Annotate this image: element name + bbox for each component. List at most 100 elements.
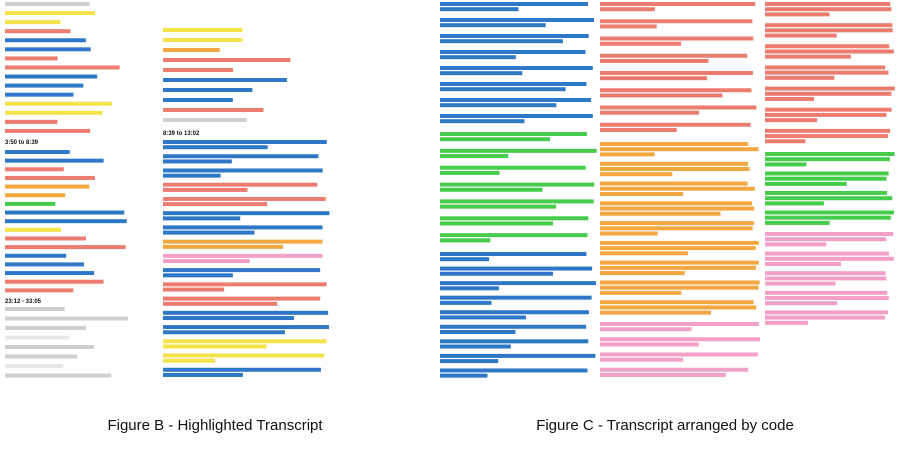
text-line <box>765 171 889 176</box>
text-line <box>600 166 750 171</box>
text-line <box>765 33 837 38</box>
text-line <box>765 49 894 54</box>
text-line <box>600 161 749 166</box>
text-line <box>163 140 327 144</box>
text-line <box>163 339 327 344</box>
timestamp: 23:12 - 33:05 <box>5 299 42 305</box>
text-line <box>765 315 885 320</box>
text-line <box>765 215 891 220</box>
text-line <box>5 193 66 198</box>
text-line <box>5 345 94 349</box>
text-line <box>440 310 589 315</box>
text-line <box>163 168 323 173</box>
transcript-lines <box>5 2 895 378</box>
text-line <box>600 105 757 110</box>
text-line <box>440 295 592 300</box>
text-line <box>5 175 95 180</box>
text-line <box>5 210 125 215</box>
text-line <box>765 70 889 75</box>
text-line <box>5 128 91 133</box>
text-line <box>5 253 67 258</box>
text-line <box>163 296 321 301</box>
text-line <box>600 357 684 362</box>
text-line <box>765 210 895 215</box>
text-line <box>600 271 685 276</box>
text-line <box>440 2 589 6</box>
text-line <box>440 23 546 28</box>
text-line <box>440 359 499 364</box>
text-line <box>600 342 699 347</box>
text-line <box>163 58 291 62</box>
text-line <box>440 50 586 54</box>
text-line <box>5 56 58 61</box>
text-line <box>440 315 526 320</box>
text-line <box>163 211 330 216</box>
text-line <box>440 182 595 187</box>
text-line <box>163 287 225 292</box>
text-line <box>440 324 587 329</box>
text-line <box>440 34 589 38</box>
text-line <box>765 237 887 242</box>
text-line <box>765 157 890 162</box>
text-line <box>600 231 658 236</box>
text-line <box>163 154 319 159</box>
text-line <box>600 240 759 245</box>
text-line <box>765 139 806 144</box>
timestamp: 3:50 to 8:39 <box>5 140 39 146</box>
text-line <box>163 202 268 207</box>
text-line <box>163 225 323 230</box>
text-line <box>163 78 287 82</box>
text-line <box>440 300 492 305</box>
text-line <box>163 259 250 264</box>
text-line <box>765 181 847 186</box>
text-line <box>765 220 830 225</box>
text-line <box>163 196 326 201</box>
text-line <box>163 239 323 244</box>
text-line <box>5 83 84 88</box>
text-line <box>600 76 708 81</box>
text-line <box>440 204 557 209</box>
text-line <box>765 152 895 156</box>
text-line <box>163 98 233 102</box>
caption: Figure C - Transcript arranged by code <box>536 417 794 434</box>
text-line <box>163 28 243 32</box>
text-line <box>5 158 104 163</box>
text-line <box>163 301 278 306</box>
text-line <box>600 53 748 58</box>
text-line <box>765 201 824 206</box>
text-line <box>600 2 756 6</box>
text-line <box>440 82 587 86</box>
text-line <box>765 44 890 49</box>
text-line <box>440 87 566 92</box>
text-line <box>5 119 58 124</box>
text-line <box>765 7 892 12</box>
text-line <box>440 148 597 153</box>
text-line <box>163 38 243 42</box>
text-line <box>5 354 78 359</box>
text-line <box>440 233 588 238</box>
text-line <box>600 181 748 186</box>
text-line <box>5 271 95 276</box>
text-line <box>600 19 753 24</box>
text-line <box>163 273 233 278</box>
text-line <box>440 132 587 136</box>
timestamp: 8:39 to 13:02 <box>163 131 200 137</box>
text-line <box>600 147 759 152</box>
text-line <box>600 152 655 157</box>
text-line <box>765 251 889 256</box>
text-line <box>765 65 886 70</box>
text-line <box>765 176 887 181</box>
text-line <box>163 358 216 363</box>
text-line <box>163 367 321 372</box>
text-line <box>600 226 753 231</box>
text-line <box>765 86 895 91</box>
text-line <box>5 219 127 224</box>
text-line <box>5 74 98 79</box>
text-line <box>600 367 749 372</box>
text-line <box>600 93 723 98</box>
text-line <box>163 118 247 122</box>
text-line <box>163 108 264 112</box>
text-line <box>440 103 557 108</box>
text-line <box>5 110 103 115</box>
text-line <box>440 373 488 378</box>
